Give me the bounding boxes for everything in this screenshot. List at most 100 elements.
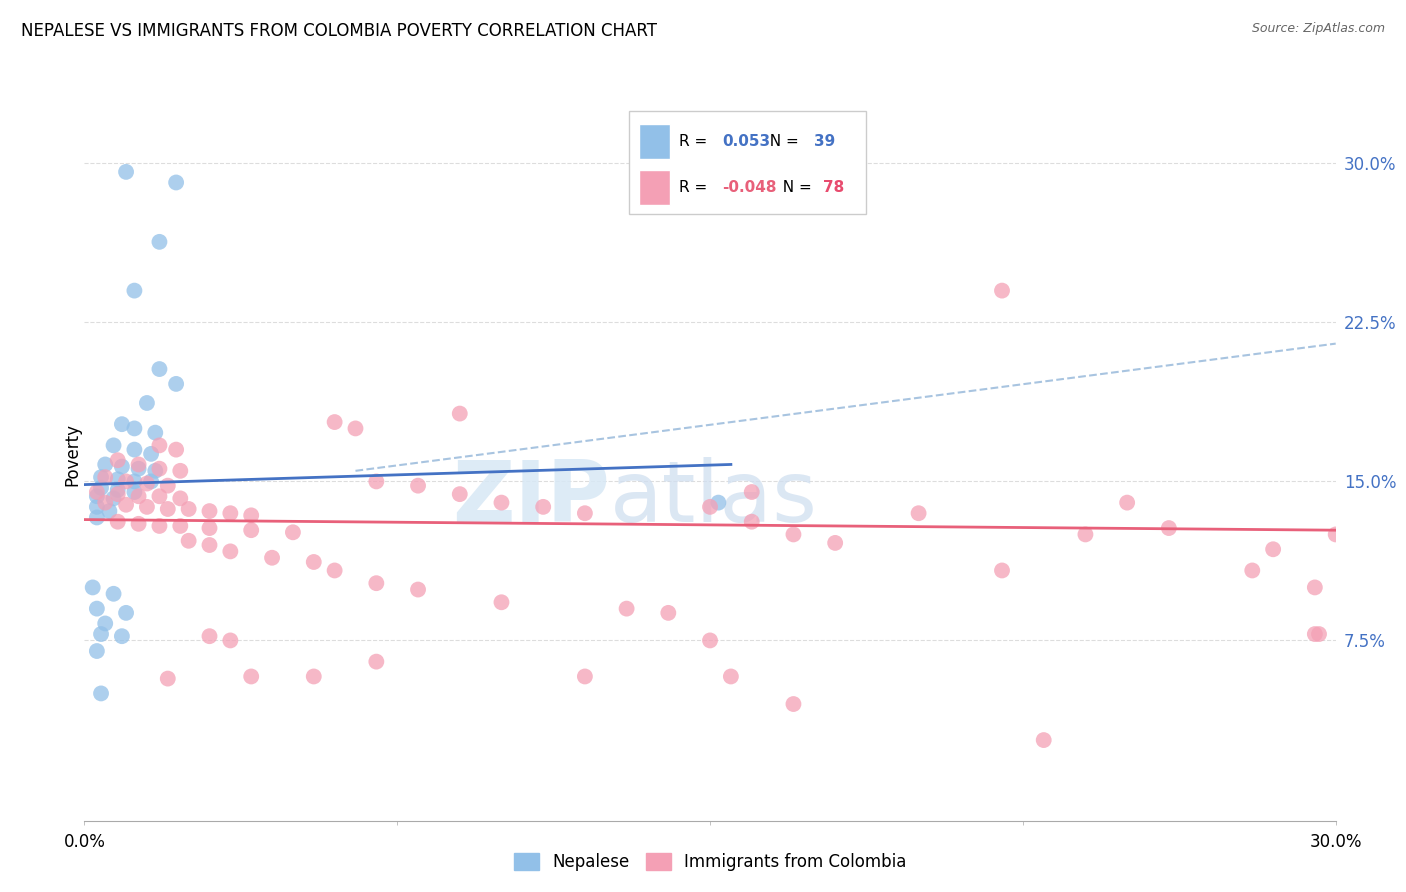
Point: [177, 502, 200, 516]
Point: [169, 519, 191, 533]
Point: [143, 464, 166, 478]
Point: [136, 476, 159, 491]
Point: [86, 500, 108, 514]
Point: [128, 461, 150, 475]
Point: [156, 502, 179, 516]
Point: [136, 396, 159, 410]
Point: [574, 669, 596, 683]
Point: [90, 470, 112, 484]
Text: N =: N =: [761, 134, 804, 149]
Point: [991, 284, 1014, 298]
Point: [107, 515, 129, 529]
Point: [169, 464, 191, 478]
Point: [86, 489, 108, 503]
Point: [574, 506, 596, 520]
Point: [281, 525, 304, 540]
Point: [323, 564, 346, 578]
Point: [124, 485, 146, 500]
Point: [1263, 542, 1285, 557]
Point: [219, 506, 242, 520]
Text: 0.053: 0.053: [723, 134, 770, 149]
Point: [1157, 521, 1180, 535]
Point: [262, 550, 284, 565]
Point: [366, 475, 388, 489]
Point: [782, 527, 804, 541]
Point: [1241, 564, 1264, 578]
Point: [240, 669, 263, 683]
Point: [491, 495, 513, 509]
Point: [1308, 627, 1330, 641]
Point: [1116, 495, 1139, 509]
Point: [128, 516, 150, 531]
Point: [111, 417, 134, 432]
Point: [302, 555, 325, 569]
Point: [124, 442, 146, 457]
Point: [94, 470, 117, 484]
Point: [86, 601, 108, 615]
Point: [103, 438, 125, 452]
Point: [165, 442, 187, 457]
Point: [103, 491, 125, 506]
Point: [240, 523, 263, 537]
Y-axis label: Poverty: Poverty: [63, 424, 82, 486]
Point: [128, 458, 150, 472]
Point: [86, 644, 108, 658]
Point: [657, 606, 679, 620]
Point: [616, 601, 638, 615]
Bar: [638, 124, 671, 159]
Point: [128, 489, 150, 503]
Point: [94, 616, 117, 631]
Legend: Nepalese, Immigrants from Colombia: Nepalese, Immigrants from Colombia: [508, 847, 912, 878]
Text: ZIP: ZIP: [453, 458, 610, 541]
Point: [90, 686, 112, 700]
Bar: [638, 169, 671, 205]
Point: [1303, 627, 1326, 641]
Point: [219, 544, 242, 558]
Point: [165, 376, 187, 391]
Text: 78: 78: [823, 180, 844, 195]
Point: [156, 672, 179, 686]
Point: [741, 485, 763, 500]
Point: [1074, 527, 1097, 541]
Point: [107, 487, 129, 501]
Point: [111, 459, 134, 474]
Point: [115, 606, 138, 620]
Point: [406, 582, 429, 597]
Point: [94, 495, 117, 509]
Point: [344, 421, 367, 435]
Point: [741, 515, 763, 529]
Point: [449, 407, 471, 421]
Point: [143, 425, 166, 440]
Point: [148, 235, 170, 249]
Point: [115, 475, 138, 489]
Point: [907, 506, 929, 520]
Point: [165, 176, 187, 190]
Point: [198, 629, 221, 643]
Point: [169, 491, 191, 506]
Point: [124, 475, 146, 489]
Point: [991, 564, 1014, 578]
Point: [406, 478, 429, 492]
Point: [90, 627, 112, 641]
Point: [366, 576, 388, 591]
Point: [111, 629, 134, 643]
Point: [148, 489, 170, 503]
Point: [198, 504, 221, 518]
Point: [156, 478, 179, 492]
Point: [177, 533, 200, 548]
Point: [94, 458, 117, 472]
Point: [86, 485, 108, 500]
Point: [219, 633, 242, 648]
Point: [198, 538, 221, 552]
Point: [103, 587, 125, 601]
Point: [1324, 527, 1347, 541]
FancyBboxPatch shape: [628, 112, 866, 213]
Point: [720, 669, 742, 683]
Text: R =: R =: [679, 180, 711, 195]
Text: Source: ZipAtlas.com: Source: ZipAtlas.com: [1251, 22, 1385, 36]
Point: [1303, 581, 1326, 595]
Point: [90, 481, 112, 495]
Point: [699, 500, 721, 514]
Point: [699, 633, 721, 648]
Text: -0.048: -0.048: [723, 180, 778, 195]
